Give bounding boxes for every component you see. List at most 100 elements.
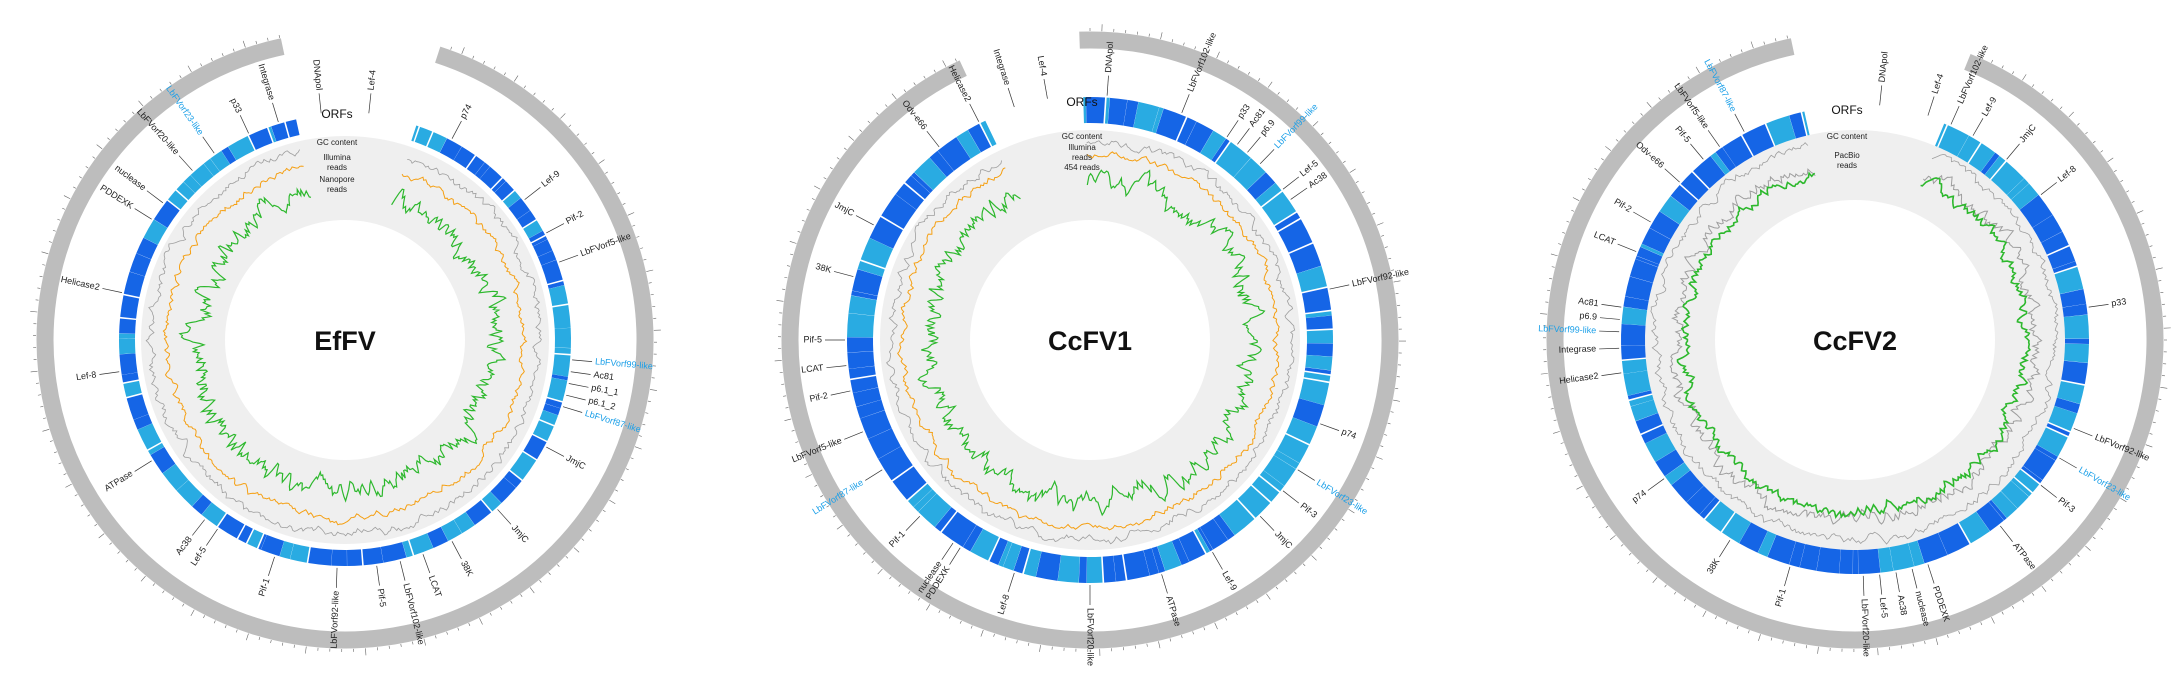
orf-block [2011,477,2032,497]
orf-block [967,123,992,153]
tick-mark [1695,66,1700,74]
tick-mark [2155,267,2163,270]
orf-ring [1620,111,2090,574]
gene-label: PDDEXK [98,183,135,211]
tick-mark [548,572,551,575]
tick-mark [836,157,840,160]
orf-block [465,500,492,525]
center-disc [970,220,1210,460]
orf-block [962,524,984,552]
orf-block [852,387,882,407]
gene-label: p74 [1340,426,1358,441]
gene-label: LbFVorf92-like [329,591,341,649]
gene-leader-line [376,565,380,586]
tick-mark [54,451,58,454]
orf-block [2021,465,2043,484]
tick-mark [645,412,649,414]
orf-block [414,126,433,147]
orf-block [1185,121,1214,154]
gene-label: Integrase [1558,343,1596,354]
gene-label: JmjC [2017,122,2038,145]
orf-block [190,163,214,187]
orf-block [1133,101,1160,133]
tick-mark [1551,266,1555,268]
gene-leader-line [99,371,120,375]
center-disc [1715,200,1995,480]
tick-mark [2120,497,2127,503]
orf-block [380,542,407,563]
orf-block [1722,135,1753,168]
tick-mark [596,519,599,522]
tick-mark [2100,150,2104,153]
tick-mark [926,604,931,611]
orf-block [1957,135,1981,163]
orf-block [453,146,475,169]
tick-mark [1601,158,1604,161]
gene-label: Integrase [991,48,1012,87]
orf-block [123,380,142,397]
tick-mark [609,499,616,504]
orf-block [466,155,485,175]
orf-block [1889,543,1915,571]
orf-block [192,494,212,515]
gene-leader-line [1106,75,1109,96]
gene-leader-line [905,515,921,531]
gene-label: DNApol [1877,51,1890,83]
tick-mark [107,137,110,140]
orf-block [548,285,569,307]
orf-block [545,398,563,409]
tick-mark [620,479,624,481]
tick-mark [2107,517,2111,521]
tick-mark [1569,464,1573,467]
gene-label: p33 [2111,296,2127,308]
tick-mark [74,494,78,497]
tick-mark [1203,627,1206,631]
orf-block [176,479,203,507]
track-label: PacBio [1834,151,1860,160]
tick-mark [1553,419,1557,422]
gene-label: Pif-5 [803,334,822,344]
tick-mark [159,88,162,92]
tick-mark [1341,518,1345,521]
orf-block [851,290,878,301]
orf-block [228,136,255,161]
tick-mark [187,65,192,73]
gene-leader-line [566,394,586,401]
tick-mark [2145,234,2149,236]
gene-label: Helicase2 [60,274,101,292]
orf-block [129,253,152,277]
tick-mark [1558,243,1562,245]
orf-block [1306,343,1333,357]
gene-label: 38K [1705,557,1722,576]
gene-leader-line [1320,423,1340,431]
tick-mark [2022,74,2027,81]
tick-mark [1361,191,1365,194]
orf-block [409,533,434,556]
tick-mark [630,457,634,460]
orf-block [1211,138,1230,163]
orf-block [1177,117,1197,145]
tick-mark [1366,478,1370,480]
tick-mark [1817,646,1819,654]
tick-mark [39,275,43,278]
orf-block [162,463,189,491]
orf-block [1627,390,1652,400]
gene-leader-line [855,215,874,226]
gene-leader-line [1601,372,1622,376]
orf-block [1789,541,1806,568]
tick-mark [37,287,41,289]
orf-block [1984,155,2006,180]
orf-block [941,511,977,548]
track-label: ORFs [1831,103,1862,117]
tick-mark [2068,111,2074,118]
orf-block [533,239,553,257]
tick-mark [1646,102,1652,108]
orf-block [249,127,273,150]
gene-leader-line [2088,304,2109,308]
gene-leader-line [1282,490,1300,504]
tick-mark [2100,527,2104,530]
tick-mark [885,104,888,107]
tick-mark [1388,257,1392,260]
tick-mark [1591,506,1595,509]
gene-leader-line [1690,143,1704,160]
